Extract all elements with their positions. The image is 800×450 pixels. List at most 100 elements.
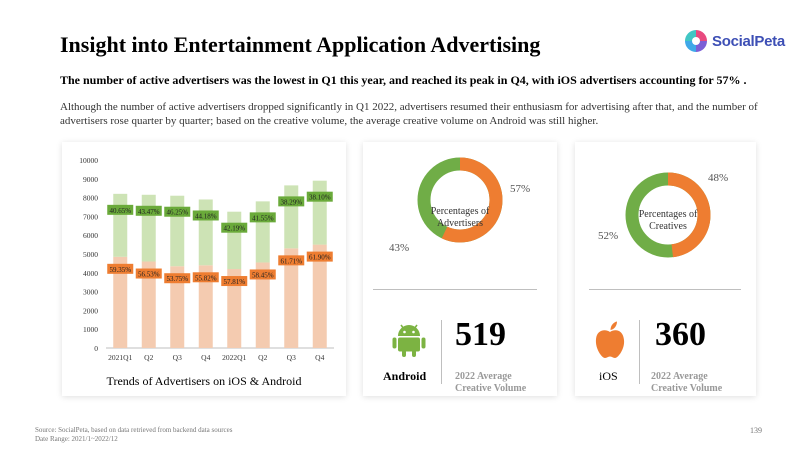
chart-title: Trends of Advertisers on iOS & Android [106, 374, 302, 388]
ios-donut-orange [625, 172, 711, 258]
android-card: Percentages of Advertisers 57% 43% Andro… [363, 142, 557, 396]
socialpeta-logo-icon [685, 30, 707, 52]
android-volume-label-line2: Creative Volume [455, 383, 527, 394]
y-tick-label: 5000 [83, 250, 98, 259]
x-tick-label: Q2 [258, 353, 267, 362]
logo-text: SocialPeta [712, 32, 785, 50]
bar-top-label: 38.10% [309, 194, 331, 202]
apple-icon [595, 321, 625, 358]
footer-source-text: Source: SocialPeta, based on data retrie… [35, 426, 233, 434]
ios-pct-green: 52% [598, 230, 619, 242]
android-volume-label-line1: 2022 Average [455, 371, 512, 382]
bar-top-label: 43.47% [138, 208, 160, 216]
bar-top-label: 44.18% [195, 212, 217, 220]
android-volume-label: 2022 Average Creative Volume [455, 371, 526, 395]
bar-top-label-bg [107, 204, 134, 215]
bar-top-segment [312, 180, 327, 245]
bar-bottom-segment [170, 266, 185, 348]
advertisers-trend-card: 0 1000 2000 3000 4000 5000 6000 7000 8000 9000 100… [62, 142, 346, 396]
ios-donut-label-line2: Creatives [649, 221, 687, 232]
bar-bottom-segment [227, 269, 242, 348]
bar-top-segment [113, 193, 128, 257]
y-tick-label: 7000 [83, 212, 98, 221]
bar-bottom-segment [284, 248, 299, 348]
ios-vertical-divider [639, 320, 640, 384]
x-tick-label: 2022Q1 [222, 353, 246, 362]
android-icon [392, 324, 426, 357]
advertisers-bar-chart: 0 1000 2000 3000 4000 5000 6000 7000 8000 9000 100… [79, 156, 334, 362]
android-creative-volume: 519 [455, 316, 506, 353]
bar-top-label-bg [249, 212, 276, 223]
bar-bottom-segment [255, 262, 270, 348]
bar-bottom-segment [141, 261, 156, 348]
bar-top-label-bg [278, 196, 305, 207]
page-number: 139 [750, 426, 762, 435]
footer-date-range: Date Range: 2021/1~2022/12 [35, 435, 118, 443]
bar-bottom-label-bg [221, 276, 248, 287]
bar-top-segment [284, 185, 299, 249]
ios-volume-label-line1: 2022 Average [651, 371, 708, 382]
ios-card: Percentages of Creatives 48% 52% iOS 360… [575, 142, 756, 396]
bar-bottom-label-bg [192, 272, 219, 283]
x-tick-label: Q3 [287, 353, 296, 362]
bar-bottom-label: 59.35% [109, 266, 131, 274]
bar-top-label: 38.29% [280, 198, 302, 206]
y-tick-label: 6000 [83, 231, 98, 240]
y-tick-label: 9000 [83, 175, 98, 184]
ios-volume-label-line2: Creative Volume [651, 383, 723, 394]
y-tick-label: 2000 [83, 306, 98, 315]
bar-bottom-segment [113, 256, 128, 348]
ios-divider [589, 289, 741, 290]
bar-bottom-segment [198, 265, 213, 348]
ios-volume-label: 2022 Average Creative Volume [651, 371, 722, 395]
description: Although the number of active advertiser… [60, 101, 758, 127]
footer-source: Source: SocialPeta, based on data retrie… [35, 426, 232, 444]
bar-bottom-label: 53.75% [166, 275, 188, 283]
bar-top-segment [141, 194, 156, 262]
bar-top-label-bg [135, 205, 162, 216]
socialpeta-logo: SocialPeta [684, 28, 794, 54]
bar-top-label: 46.25% [166, 209, 188, 217]
bar-top-label: 41.55% [252, 214, 274, 222]
bar-bottom-label: 61.90% [309, 254, 331, 262]
ios-pct-orange: 48% [708, 172, 729, 184]
android-donut-orange [417, 157, 503, 243]
bar-top-segment [255, 201, 270, 263]
bar-bottom-label-bg [135, 268, 162, 279]
android-donut-label-line1: Percentages of [430, 206, 490, 217]
bar-top-label-bg [164, 206, 191, 217]
bar-bottom-label-bg [278, 255, 305, 266]
x-tick-label: Q3 [173, 353, 182, 362]
bar-top-label-bg [192, 210, 219, 221]
android-platform-label: Android [383, 369, 427, 383]
android-vertical-divider [441, 320, 442, 384]
headline: The number of active advertisers was the… [60, 73, 747, 87]
bar-bottom-segment [312, 244, 327, 348]
android-donut [417, 157, 503, 243]
ios-donut [625, 172, 711, 258]
ios-platform-label: iOS [599, 369, 618, 383]
bar-top-segment [227, 211, 242, 270]
y-tick-label: 10000 [79, 156, 98, 165]
y-tick-label: 4000 [83, 269, 98, 278]
ios-donut-label-line1: Percentages of [638, 209, 698, 220]
android-divider [373, 289, 537, 290]
y-tick-label: 0 [94, 344, 98, 353]
bar-top-segment [198, 199, 213, 266]
bar-bottom-label-bg [306, 251, 333, 262]
android-donut-label-line2: Advertisers [436, 218, 484, 229]
y-tick-label: 3000 [83, 288, 98, 297]
bar-top-segment [170, 195, 185, 267]
bar-top-label-bg [306, 191, 333, 202]
y-tick-label: 1000 [83, 325, 98, 334]
bar-top-label-bg [221, 222, 248, 233]
bar-top-label: 42.19% [223, 225, 245, 233]
bar-top-label: 40.65% [109, 207, 131, 215]
page-title: Insight into Entertainment Application A… [60, 32, 541, 57]
x-tick-label: 2021Q1 [108, 353, 132, 362]
x-tick-label: Q2 [144, 353, 153, 362]
y-tick-label: 8000 [83, 194, 98, 203]
bar-bottom-label: 55.82% [195, 274, 217, 282]
bar-bottom-label: 56.53% [138, 271, 160, 279]
ios-creative-volume: 360 [655, 316, 706, 353]
